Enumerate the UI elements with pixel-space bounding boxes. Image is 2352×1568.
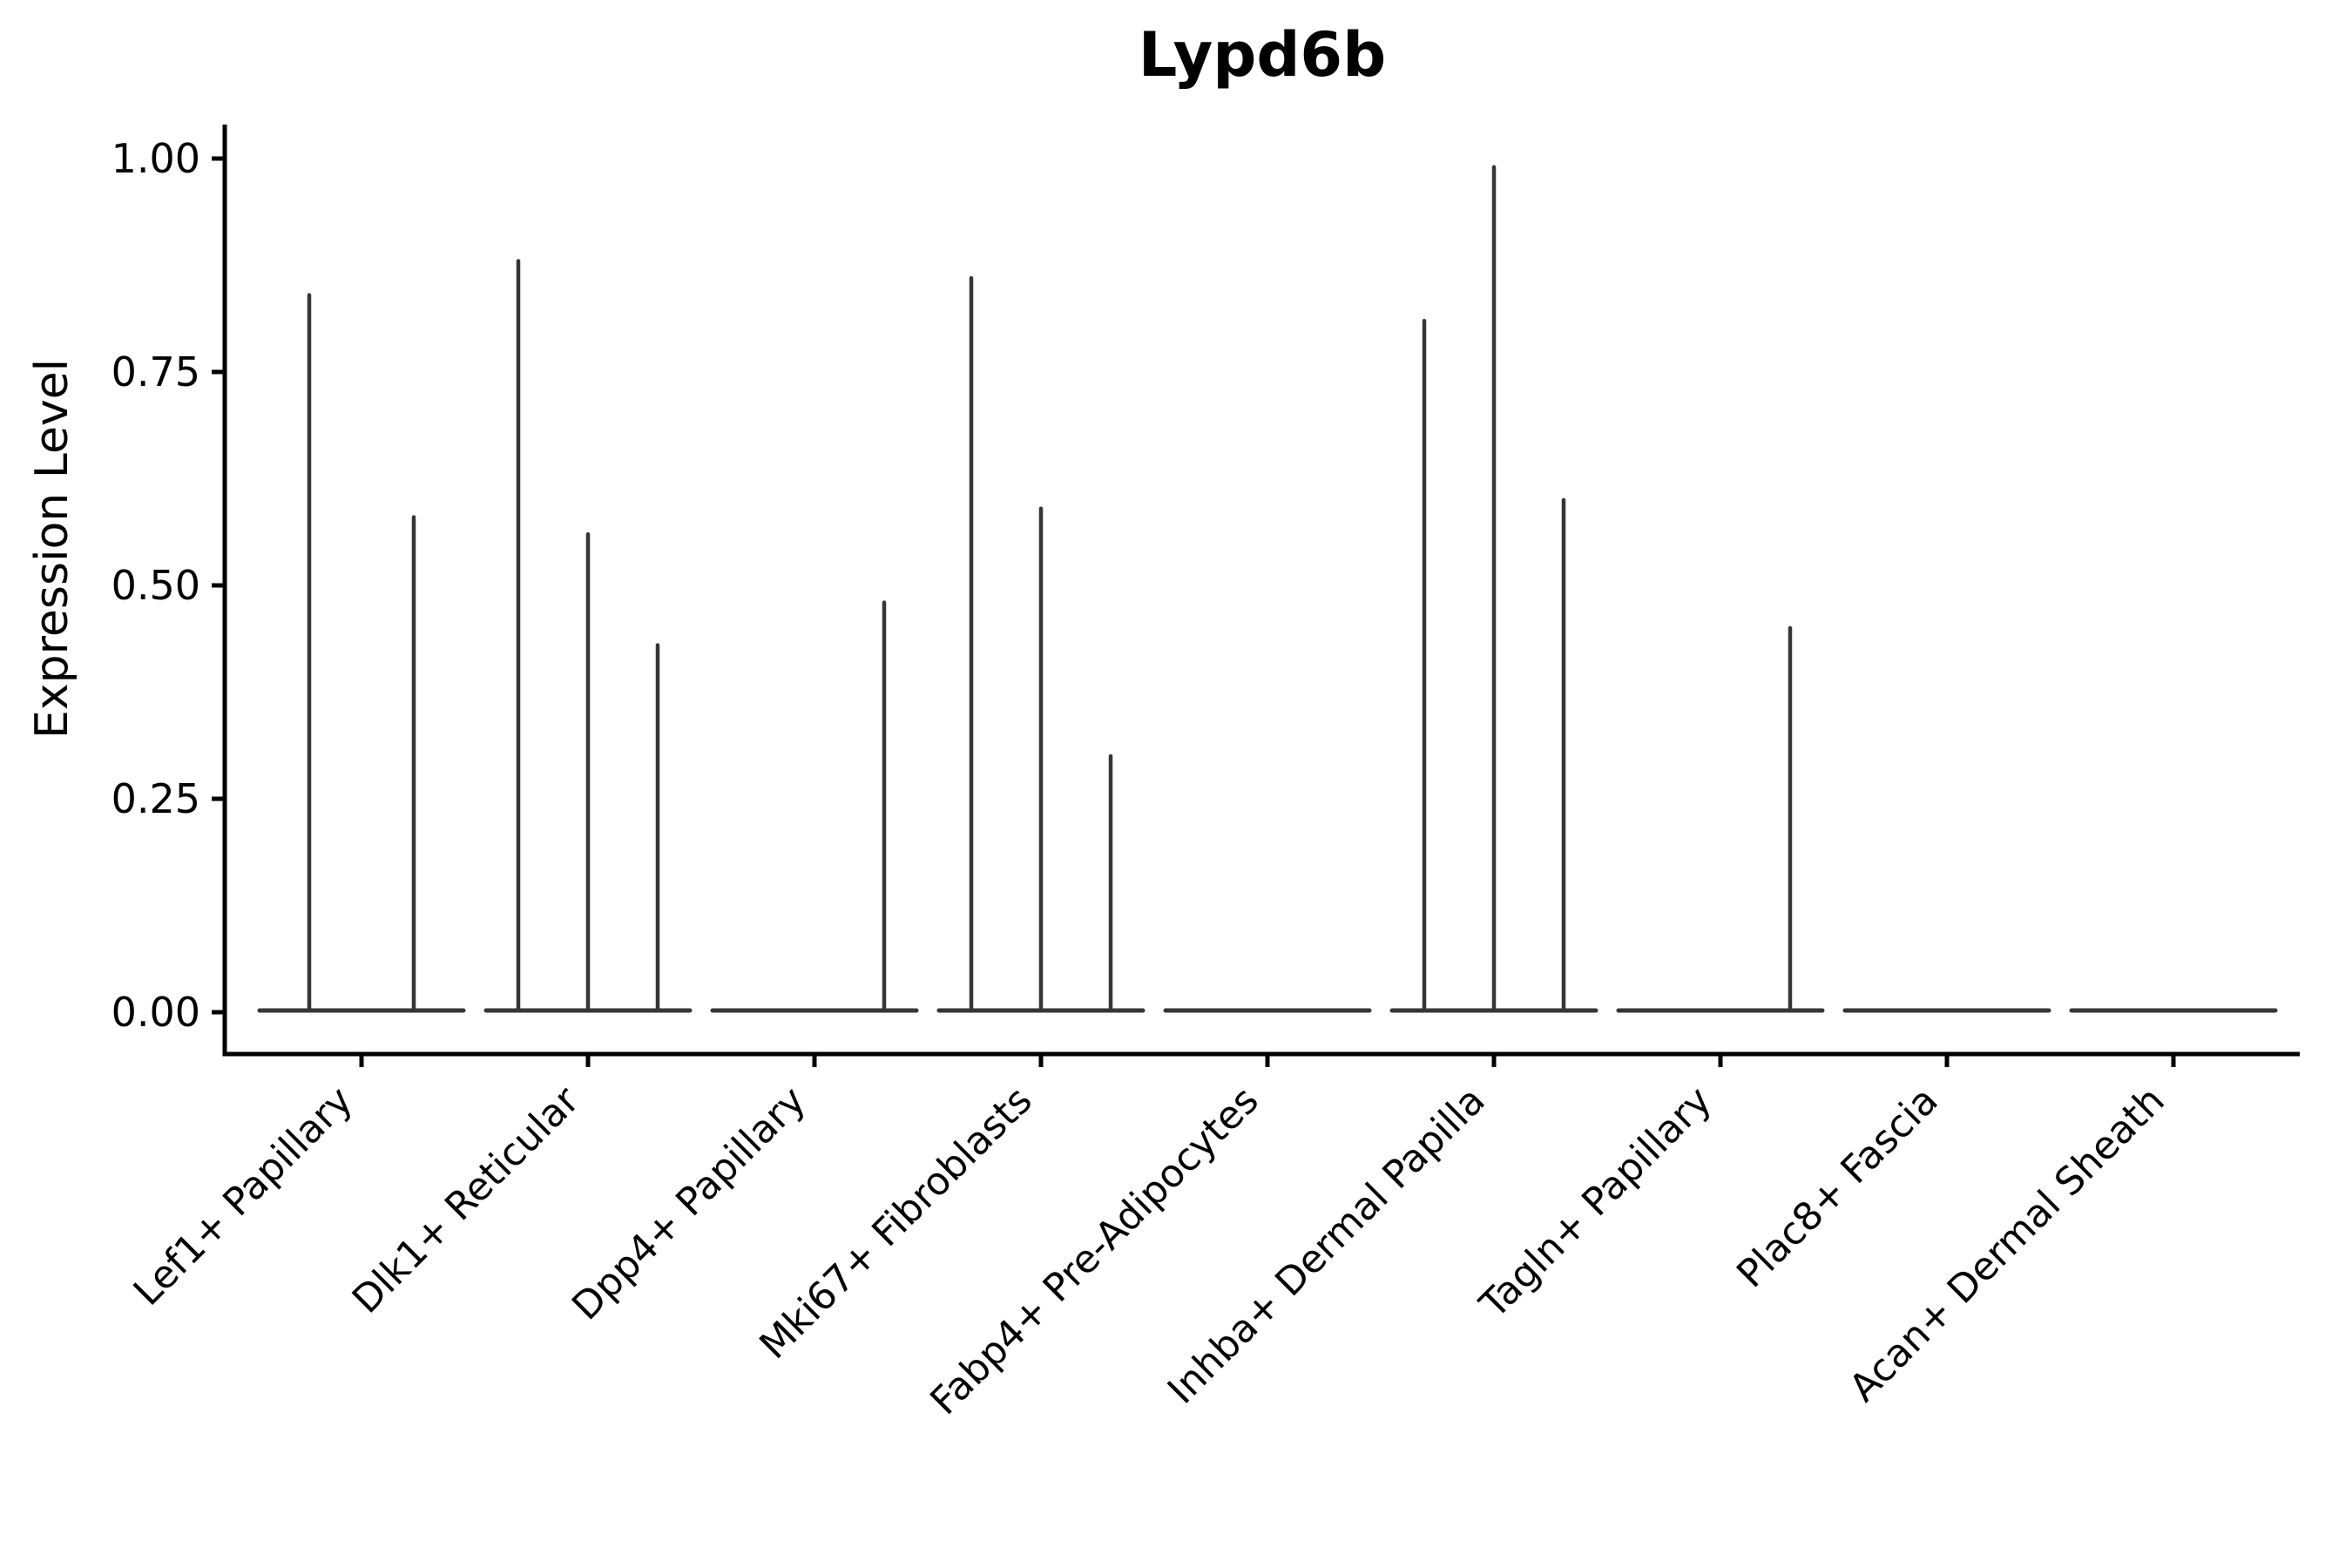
x-tick-label: Tagln+ Papillary <box>1471 1078 1720 1328</box>
y-tick-label: 0.00 <box>112 989 200 1036</box>
y-tick-label: 0.50 <box>112 562 200 609</box>
x-tick-label: Plac8+ Fascia <box>1728 1078 1947 1297</box>
x-tick-label: Dlk1+ Reticular <box>344 1078 589 1322</box>
y-tick-label: 1.00 <box>112 135 200 182</box>
y-tick-label: 0.75 <box>112 348 200 395</box>
y-tick-label: 0.25 <box>112 775 200 822</box>
chart-title: Lypd6b <box>1138 19 1387 91</box>
x-tick-label: Lef1+ Papillary <box>125 1078 362 1315</box>
y-axis-title: Expression Level <box>26 358 78 739</box>
x-tick-label: Dpp4+ Papillary <box>564 1078 814 1329</box>
